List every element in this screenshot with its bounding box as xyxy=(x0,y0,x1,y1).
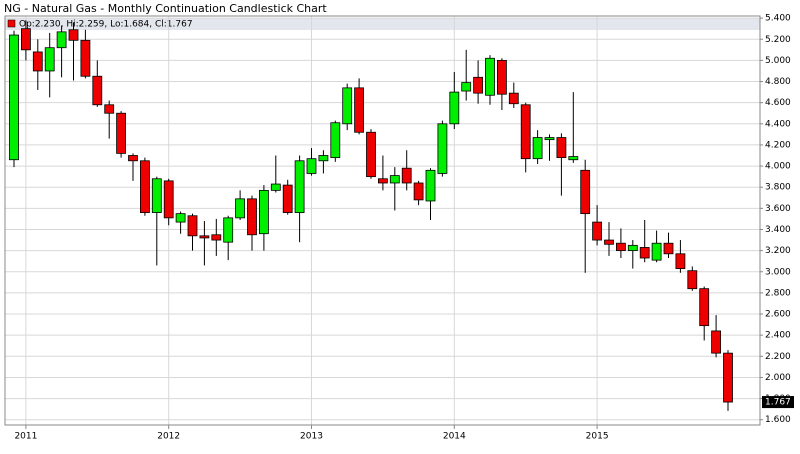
candle-body xyxy=(449,91,460,125)
candle-body xyxy=(258,189,269,235)
candle-body xyxy=(80,39,91,77)
last-close-box xyxy=(762,396,794,409)
x-tick-label: 2014 xyxy=(443,432,466,442)
y-tick-label: 3.400 xyxy=(765,225,791,235)
y-tick-label: 5.000 xyxy=(765,56,791,66)
y-tick-label: 3.800 xyxy=(765,183,791,193)
candle-body xyxy=(247,198,257,236)
candle-body xyxy=(425,169,436,202)
y-tick-label: 4.600 xyxy=(765,98,791,108)
candle-body xyxy=(199,235,210,239)
plot-frame xyxy=(4,15,761,426)
candle-body xyxy=(580,169,591,215)
y-tick-label: 3.000 xyxy=(765,267,791,277)
y-tick-label: 3.200 xyxy=(765,246,791,256)
candle-body xyxy=(699,288,710,327)
x-tick-label: 2013 xyxy=(300,432,323,442)
y-tick-label: 4.400 xyxy=(765,119,791,129)
legend-band xyxy=(5,18,760,30)
candle-body xyxy=(56,31,67,49)
y-tick-label: 4.000 xyxy=(765,162,791,172)
candle-body xyxy=(211,234,222,241)
candle-body xyxy=(485,57,495,96)
candle-body xyxy=(723,352,733,403)
candle-body xyxy=(282,184,293,213)
candle-body xyxy=(437,123,448,174)
candle-body xyxy=(44,47,55,72)
candle-body xyxy=(342,87,353,125)
candle-body xyxy=(377,178,388,184)
y-tick-label: 5.200 xyxy=(765,35,791,45)
candle-body xyxy=(318,155,329,162)
candle-body xyxy=(401,167,412,184)
candle-body xyxy=(235,198,246,219)
x-tick-label: 2015 xyxy=(586,432,609,442)
y-tick-label: 2.800 xyxy=(765,288,791,298)
candle-body xyxy=(616,242,626,252)
candle-body xyxy=(151,178,162,213)
y-tick-label: 2.000 xyxy=(765,373,791,383)
candle-body xyxy=(294,160,305,213)
candle-body xyxy=(604,239,614,245)
candle-body xyxy=(711,330,721,354)
candle-body xyxy=(354,87,365,133)
y-tick-label: 4.200 xyxy=(765,140,791,150)
candle-body xyxy=(592,221,602,241)
candle-body xyxy=(556,137,567,159)
x-tick-label: 2011 xyxy=(14,432,37,442)
candle-body xyxy=(175,213,186,223)
candle-body xyxy=(306,158,317,174)
candle-body xyxy=(413,182,424,201)
candle-body xyxy=(461,82,472,92)
candle-body xyxy=(104,104,115,114)
candle-body xyxy=(544,137,555,141)
candle-body xyxy=(389,175,400,184)
legend-text: Op:2.230, Hi:2.259, Lo:1.684, Cl:1.767 xyxy=(19,20,193,30)
candle-body xyxy=(520,104,531,160)
candle-body xyxy=(651,242,662,261)
chart-title: NG - Natural Gas - Monthly Continuation … xyxy=(4,2,327,15)
candle-body xyxy=(627,244,638,252)
y-tick-label: 2.400 xyxy=(765,331,791,341)
candle-body xyxy=(32,51,43,72)
candle-body xyxy=(473,76,484,94)
y-tick-label: 4.800 xyxy=(765,77,791,87)
y-tick-label: 2.600 xyxy=(765,310,791,320)
candle-body xyxy=(639,247,650,259)
candle-body xyxy=(139,160,150,213)
candle-body xyxy=(20,28,31,51)
candle-body xyxy=(68,29,79,41)
candle-body xyxy=(92,75,103,106)
legend-swatch xyxy=(7,19,16,28)
y-tick-label: 5.400 xyxy=(765,14,791,24)
y-tick-label: 3.600 xyxy=(765,204,791,214)
candle-body xyxy=(223,217,234,243)
candle-body xyxy=(675,253,686,269)
y-tick-label: 2.200 xyxy=(765,352,791,362)
last-close-label: 1.767 xyxy=(765,398,791,408)
candle-body xyxy=(568,156,579,161)
candle-body xyxy=(366,131,376,178)
candle-body xyxy=(663,242,674,255)
candle-body xyxy=(163,180,174,219)
candle-body xyxy=(532,137,543,160)
candle-body xyxy=(270,183,281,191)
candle-body xyxy=(687,270,698,290)
candle-body xyxy=(330,122,341,159)
x-tick-label: 2012 xyxy=(157,432,180,442)
candle-body xyxy=(116,112,126,154)
candle-body xyxy=(128,155,138,162)
candle-body xyxy=(9,34,19,161)
candle-body xyxy=(508,92,519,105)
candle-body xyxy=(187,215,198,237)
y-tick-label: 1.600 xyxy=(765,415,791,425)
candle-body xyxy=(496,59,507,95)
